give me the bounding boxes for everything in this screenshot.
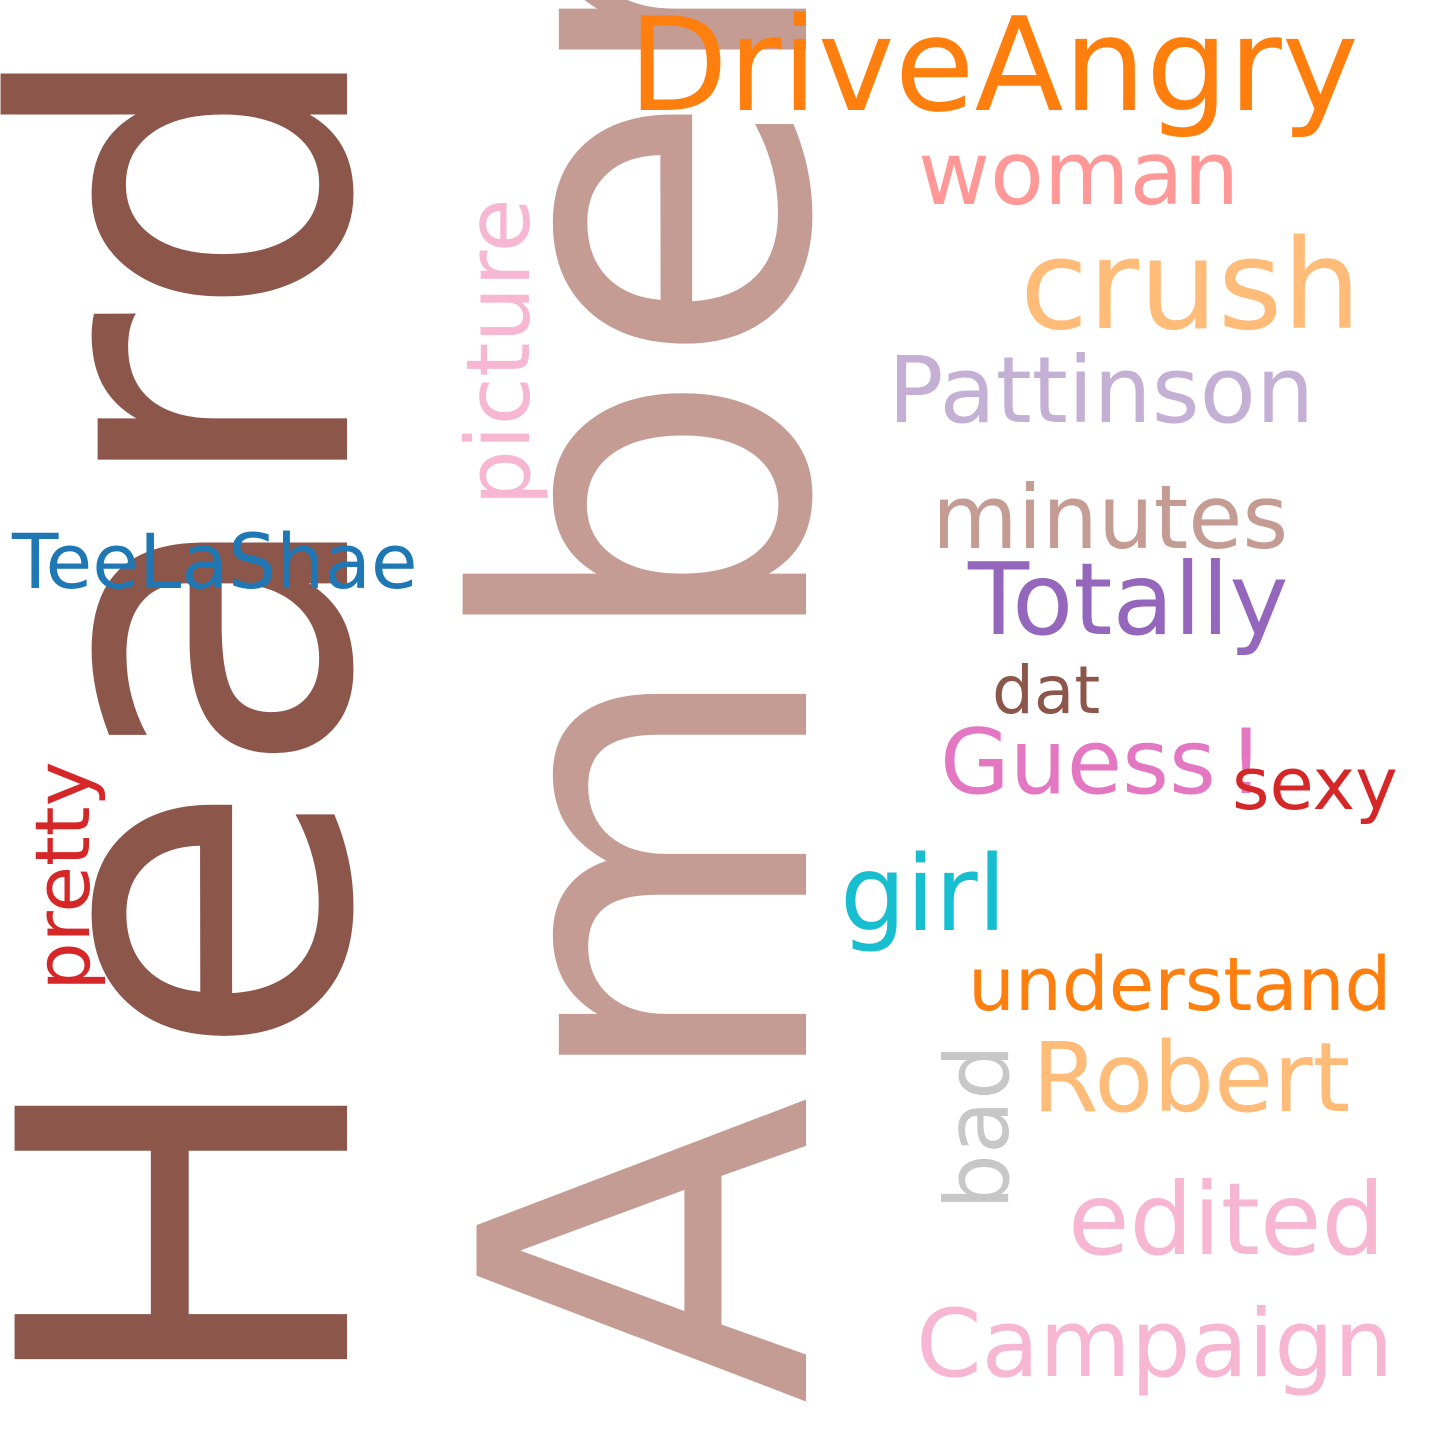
- word-picture: picture: [447, 198, 550, 506]
- word-girl: girl: [840, 833, 1007, 955]
- word-robert: Robert: [1032, 1022, 1351, 1134]
- word-understand: understand: [968, 942, 1392, 1028]
- word-crush: crush: [1020, 214, 1361, 358]
- word-campaign: Campaign: [916, 1290, 1394, 1399]
- word-guess: Guess: [940, 710, 1216, 815]
- word-teelashae: TeeLaShae: [12, 517, 418, 606]
- word-pretty: pretty: [18, 761, 107, 991]
- word-edited: edited: [1068, 1161, 1385, 1278]
- word-exclamation: !: [1228, 710, 1265, 815]
- word-sexy: sexy: [1232, 742, 1398, 826]
- word-woman: woman: [918, 122, 1240, 225]
- word-minutes: minutes: [932, 466, 1289, 569]
- word-totally: Totally: [968, 541, 1289, 658]
- word-heard: Heard: [0, 32, 455, 1404]
- word-bad: bad: [926, 1044, 1029, 1210]
- word-driveangry: DriveAngry: [628, 0, 1359, 141]
- word-pattinson: Pattinson: [888, 337, 1315, 444]
- word-dat: dat: [992, 652, 1101, 729]
